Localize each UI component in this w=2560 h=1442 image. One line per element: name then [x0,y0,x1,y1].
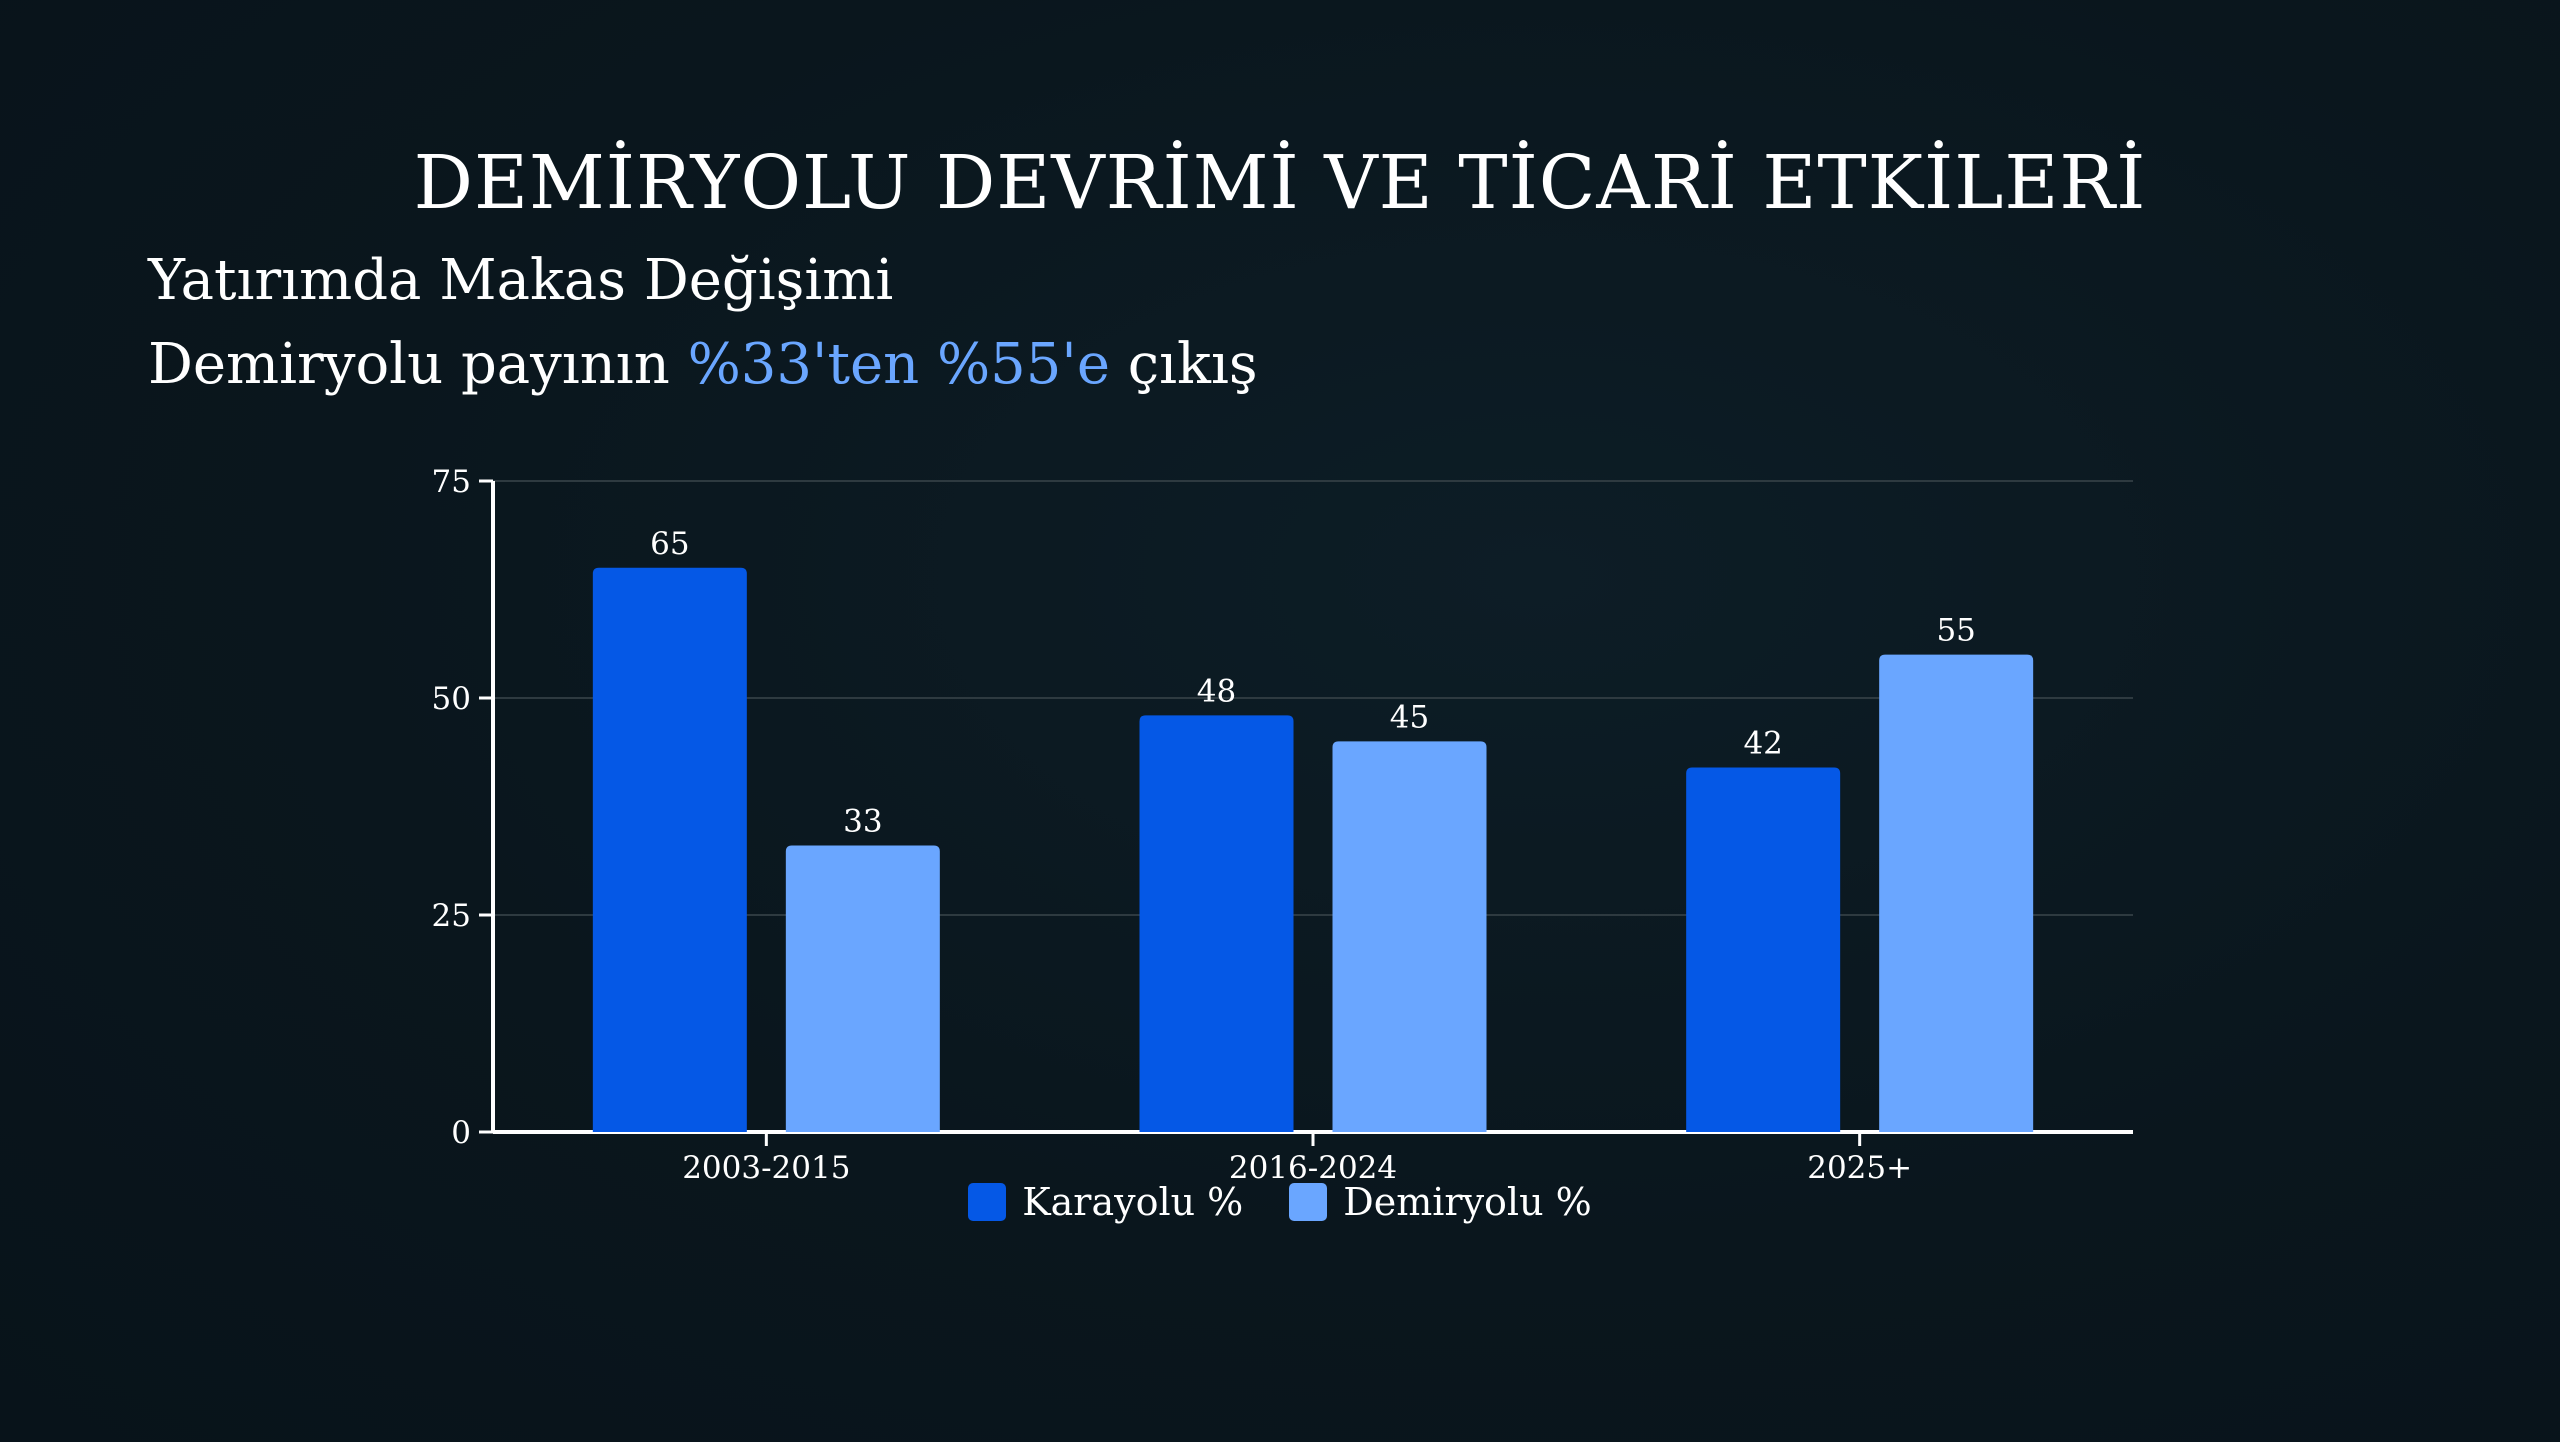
headline-accent: %33'ten %55'e [687,332,1110,397]
y-tick-label: 25 [432,898,471,934]
legend-label-karayolu: Karayolu % [1022,1180,1244,1224]
data-label: 55 [1936,613,1975,649]
legend-label-demiryolu: Demiryolu % [1343,1180,1592,1224]
data-label: 33 [843,804,882,840]
y-tick-label: 75 [432,464,471,500]
bar [1332,741,1487,1132]
data-label: 42 [1743,725,1782,761]
slide-subtitle: Yatırımda Makas Değişimi [148,248,894,313]
bar [1139,715,1294,1132]
x-tick-label: 2003-2015 [682,1150,850,1186]
legend-item-demiryolu: Demiryolu % [1289,1180,1592,1224]
headline: Demiryolu payının %33'ten %55'e çıkış [148,332,1258,397]
headline-suffix: çıkış [1109,332,1258,397]
headline-prefix: Demiryolu payının [148,332,688,397]
slide-title: DEMİRYOLU DEVRİMİ VE TİCARİ ETKİLERİ [413,140,2147,226]
bar [1879,654,2034,1132]
data-label: 48 [1197,673,1236,709]
chart-legend: Karayolu % Demiryolu % [0,1180,2560,1224]
bar [785,845,940,1132]
legend-swatch-karayolu [968,1183,1007,1221]
y-tick-label: 50 [432,681,471,717]
data-label: 65 [650,526,689,562]
bar [592,567,747,1132]
data-label: 45 [1390,699,1429,735]
legend-item-karayolu: Karayolu % [968,1180,1243,1224]
y-tick-label: 0 [451,1115,471,1151]
legend-swatch-demiryolu [1289,1183,1328,1221]
x-tick-label: 2016-2024 [1229,1150,1397,1186]
x-tick-label: 2025+ [1807,1150,1912,1186]
bar [1686,767,1841,1132]
